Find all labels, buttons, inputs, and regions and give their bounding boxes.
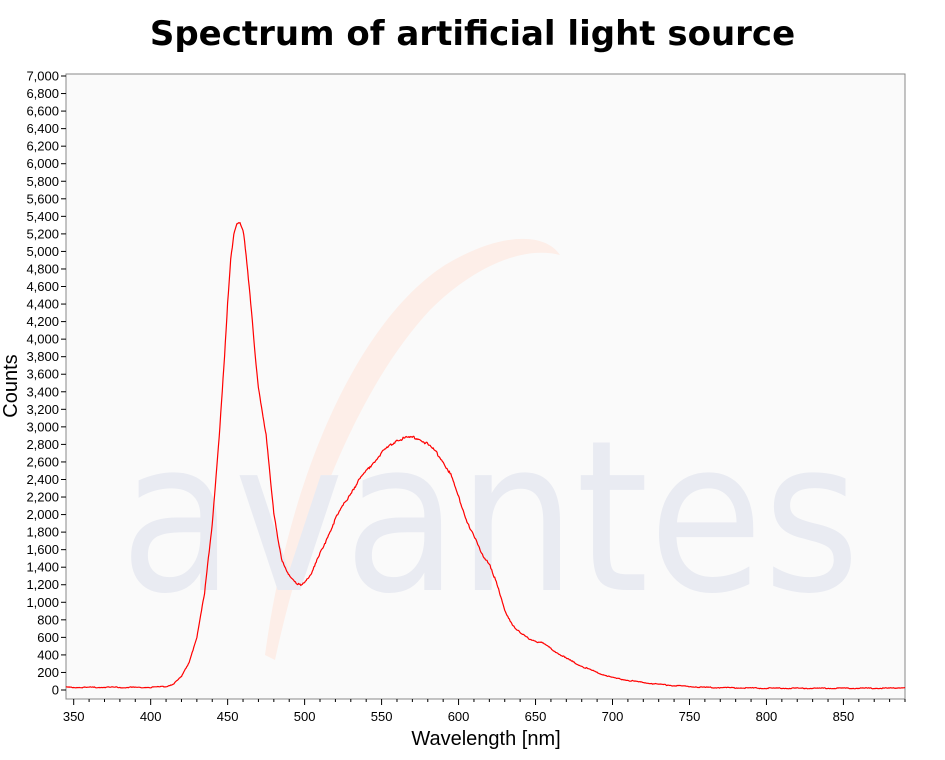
y-tick-label: 1,000 — [26, 595, 59, 610]
y-tick-label: 200 — [37, 665, 59, 680]
y-tick-label: 1,200 — [26, 577, 59, 592]
y-tick-label: 1,400 — [26, 560, 59, 575]
y-tick-label: 5,400 — [26, 209, 59, 224]
y-axis: 0 200 400 600 800 1,000 1,200 1,400 1,600 1,800 2,… — [26, 69, 66, 698]
spectrum-series-line — [65, 222, 906, 690]
y-tick-label: 3,600 — [26, 367, 59, 382]
y-tick-label: 5,600 — [26, 191, 59, 206]
y-tick-label: 5,200 — [26, 226, 59, 241]
y-tick-label: 6,200 — [26, 139, 59, 154]
x-tick-label: 450 — [217, 709, 239, 724]
chart-title: Spectrum of artificial light source — [149, 14, 796, 54]
watermark-swoosh — [265, 238, 560, 660]
x-tick-label: 850 — [833, 709, 855, 724]
y-tick-label: 2,600 — [26, 454, 59, 469]
y-tick-label: 1,600 — [26, 542, 59, 557]
y-tick-label: 3,800 — [26, 349, 59, 364]
y-tick-label: 6,600 — [26, 104, 59, 119]
x-tick-label: 650 — [525, 709, 547, 724]
series-layer — [65, 222, 906, 690]
y-tick-label: 4,600 — [26, 279, 59, 294]
y-tick-label: 7,000 — [26, 69, 59, 84]
x-tick-label: 750 — [679, 709, 701, 724]
y-tick-label: 2,400 — [26, 472, 59, 487]
y-tick-label: 4,800 — [26, 261, 59, 276]
x-tick-label: 800 — [756, 709, 778, 724]
watermark-logo: avantes — [120, 238, 860, 660]
y-tick-label: 5,000 — [26, 244, 59, 259]
y-tick-label: 1,800 — [26, 525, 59, 540]
y-tick-label: 4,400 — [26, 297, 59, 312]
y-tick-label: 6,800 — [26, 86, 59, 101]
y-tick-label: 0 — [52, 683, 59, 698]
y-tick-label: 400 — [37, 647, 59, 662]
y-tick-label: 4,200 — [26, 314, 59, 329]
x-tick-label: 550 — [371, 709, 393, 724]
y-tick-label: 2,800 — [26, 437, 59, 452]
plot-area — [65, 73, 906, 700]
x-tick-label: 600 — [448, 709, 470, 724]
y-axis-title: Counts — [0, 354, 22, 417]
y-tick-label: 4,000 — [26, 332, 59, 347]
y-tick-label: 5,800 — [26, 174, 59, 189]
watermark-text: avantes — [120, 395, 860, 640]
y-tick-label: 3,000 — [26, 419, 59, 434]
y-tick-label: 2,200 — [26, 490, 59, 505]
x-axis-title: Wavelength [nm] — [411, 728, 560, 750]
y-tick-label: 6,400 — [26, 121, 59, 136]
y-tick-label: 3,400 — [26, 384, 59, 399]
y-tick-label: 600 — [37, 630, 59, 645]
x-tick-label: 700 — [602, 709, 624, 724]
y-tick-label: 2,000 — [26, 507, 59, 522]
x-tick-label: 500 — [294, 709, 316, 724]
x-tick-label: 400 — [140, 709, 162, 724]
y-tick-label: 800 — [37, 612, 59, 627]
x-axis: 350 400 450 500 550 600 650 700 750 800 850 — [63, 699, 906, 724]
y-tick-label: 3,200 — [26, 402, 59, 417]
y-tick-label: 6,000 — [26, 156, 59, 171]
x-tick-label: 350 — [63, 709, 85, 724]
